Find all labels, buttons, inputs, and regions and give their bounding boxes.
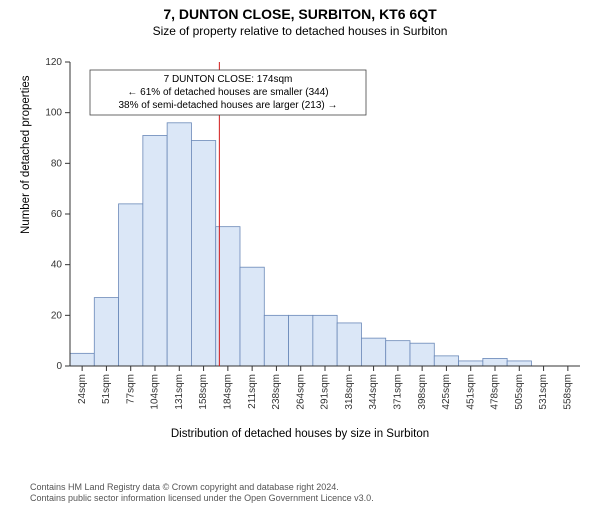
footer-attribution: Contains HM Land Registry data © Crown c…	[30, 482, 588, 504]
svg-text:38% of semi-detached houses ar: 38% of semi-detached houses are larger (…	[118, 100, 337, 111]
histogram-bar	[94, 298, 118, 366]
chart-svg: 0 20 40 60 80 100 120 24sqm 51sqm 77sqm 104sqm 131s…	[28, 54, 588, 424]
footer-line-1: Contains HM Land Registry data © Crown c…	[30, 482, 588, 493]
histogram-bar	[361, 338, 385, 366]
svg-text:20: 20	[51, 310, 63, 321]
svg-text:80: 80	[51, 158, 63, 169]
svg-text:371sqm: 371sqm	[392, 374, 403, 410]
svg-text:344sqm: 344sqm	[368, 374, 379, 410]
svg-text:← 61% of detached houses are s: ← 61% of detached houses are smaller (34…	[127, 87, 328, 98]
y-axis-label: Number of detached properties	[20, 75, 32, 234]
svg-text:264sqm: 264sqm	[295, 374, 306, 410]
svg-text:158sqm: 158sqm	[198, 374, 209, 410]
svg-text:0: 0	[56, 361, 62, 372]
svg-text:531sqm: 531sqm	[538, 374, 549, 410]
svg-text:505sqm: 505sqm	[514, 374, 525, 410]
histogram-bar	[507, 361, 531, 366]
svg-text:60: 60	[51, 209, 63, 220]
page-title: 7, DUNTON CLOSE, SURBITON, KT6 6QT	[0, 6, 600, 22]
histogram-bar	[167, 123, 191, 366]
histogram-bar	[410, 343, 434, 366]
histogram-bar	[434, 356, 458, 366]
svg-text:238sqm: 238sqm	[271, 374, 282, 410]
svg-text:425sqm: 425sqm	[441, 374, 452, 410]
svg-text:318sqm: 318sqm	[344, 374, 355, 410]
svg-text:558sqm: 558sqm	[562, 374, 573, 410]
histogram-bar	[459, 361, 483, 366]
svg-text:184sqm: 184sqm	[222, 374, 233, 410]
footer-line-2: Contains public sector information licen…	[30, 493, 588, 504]
histogram-bar	[143, 135, 167, 366]
histogram-chart: Number of detached properties 0204060801…	[28, 54, 588, 424]
page-subtitle: Size of property relative to detached ho…	[0, 24, 600, 38]
histogram-bar	[191, 141, 215, 366]
svg-text:77sqm: 77sqm	[125, 374, 136, 404]
svg-text:100: 100	[45, 108, 62, 119]
histogram-bar	[289, 315, 313, 366]
histogram-bar	[313, 315, 337, 366]
svg-text:7 DUNTON CLOSE: 174sqm: 7 DUNTON CLOSE: 174sqm	[164, 74, 293, 85]
svg-text:24sqm: 24sqm	[77, 374, 88, 404]
histogram-bar	[70, 353, 94, 366]
svg-text:104sqm: 104sqm	[150, 374, 161, 410]
histogram-bar	[119, 204, 143, 366]
svg-text:478sqm: 478sqm	[490, 374, 501, 410]
svg-text:131sqm: 131sqm	[174, 374, 185, 410]
histogram-bar	[240, 267, 264, 366]
x-axis-label: Distribution of detached houses by size …	[0, 428, 600, 440]
svg-text:451sqm: 451sqm	[465, 374, 476, 410]
histogram-bar	[386, 341, 410, 366]
histogram-bar	[483, 358, 507, 366]
svg-text:40: 40	[51, 260, 63, 271]
histogram-bar	[264, 315, 288, 366]
svg-text:51sqm: 51sqm	[101, 374, 112, 404]
svg-text:291sqm: 291sqm	[320, 374, 331, 410]
svg-text:120: 120	[45, 57, 62, 68]
histogram-bar	[337, 323, 361, 366]
svg-text:398sqm: 398sqm	[417, 374, 428, 410]
svg-text:211sqm: 211sqm	[247, 374, 258, 409]
